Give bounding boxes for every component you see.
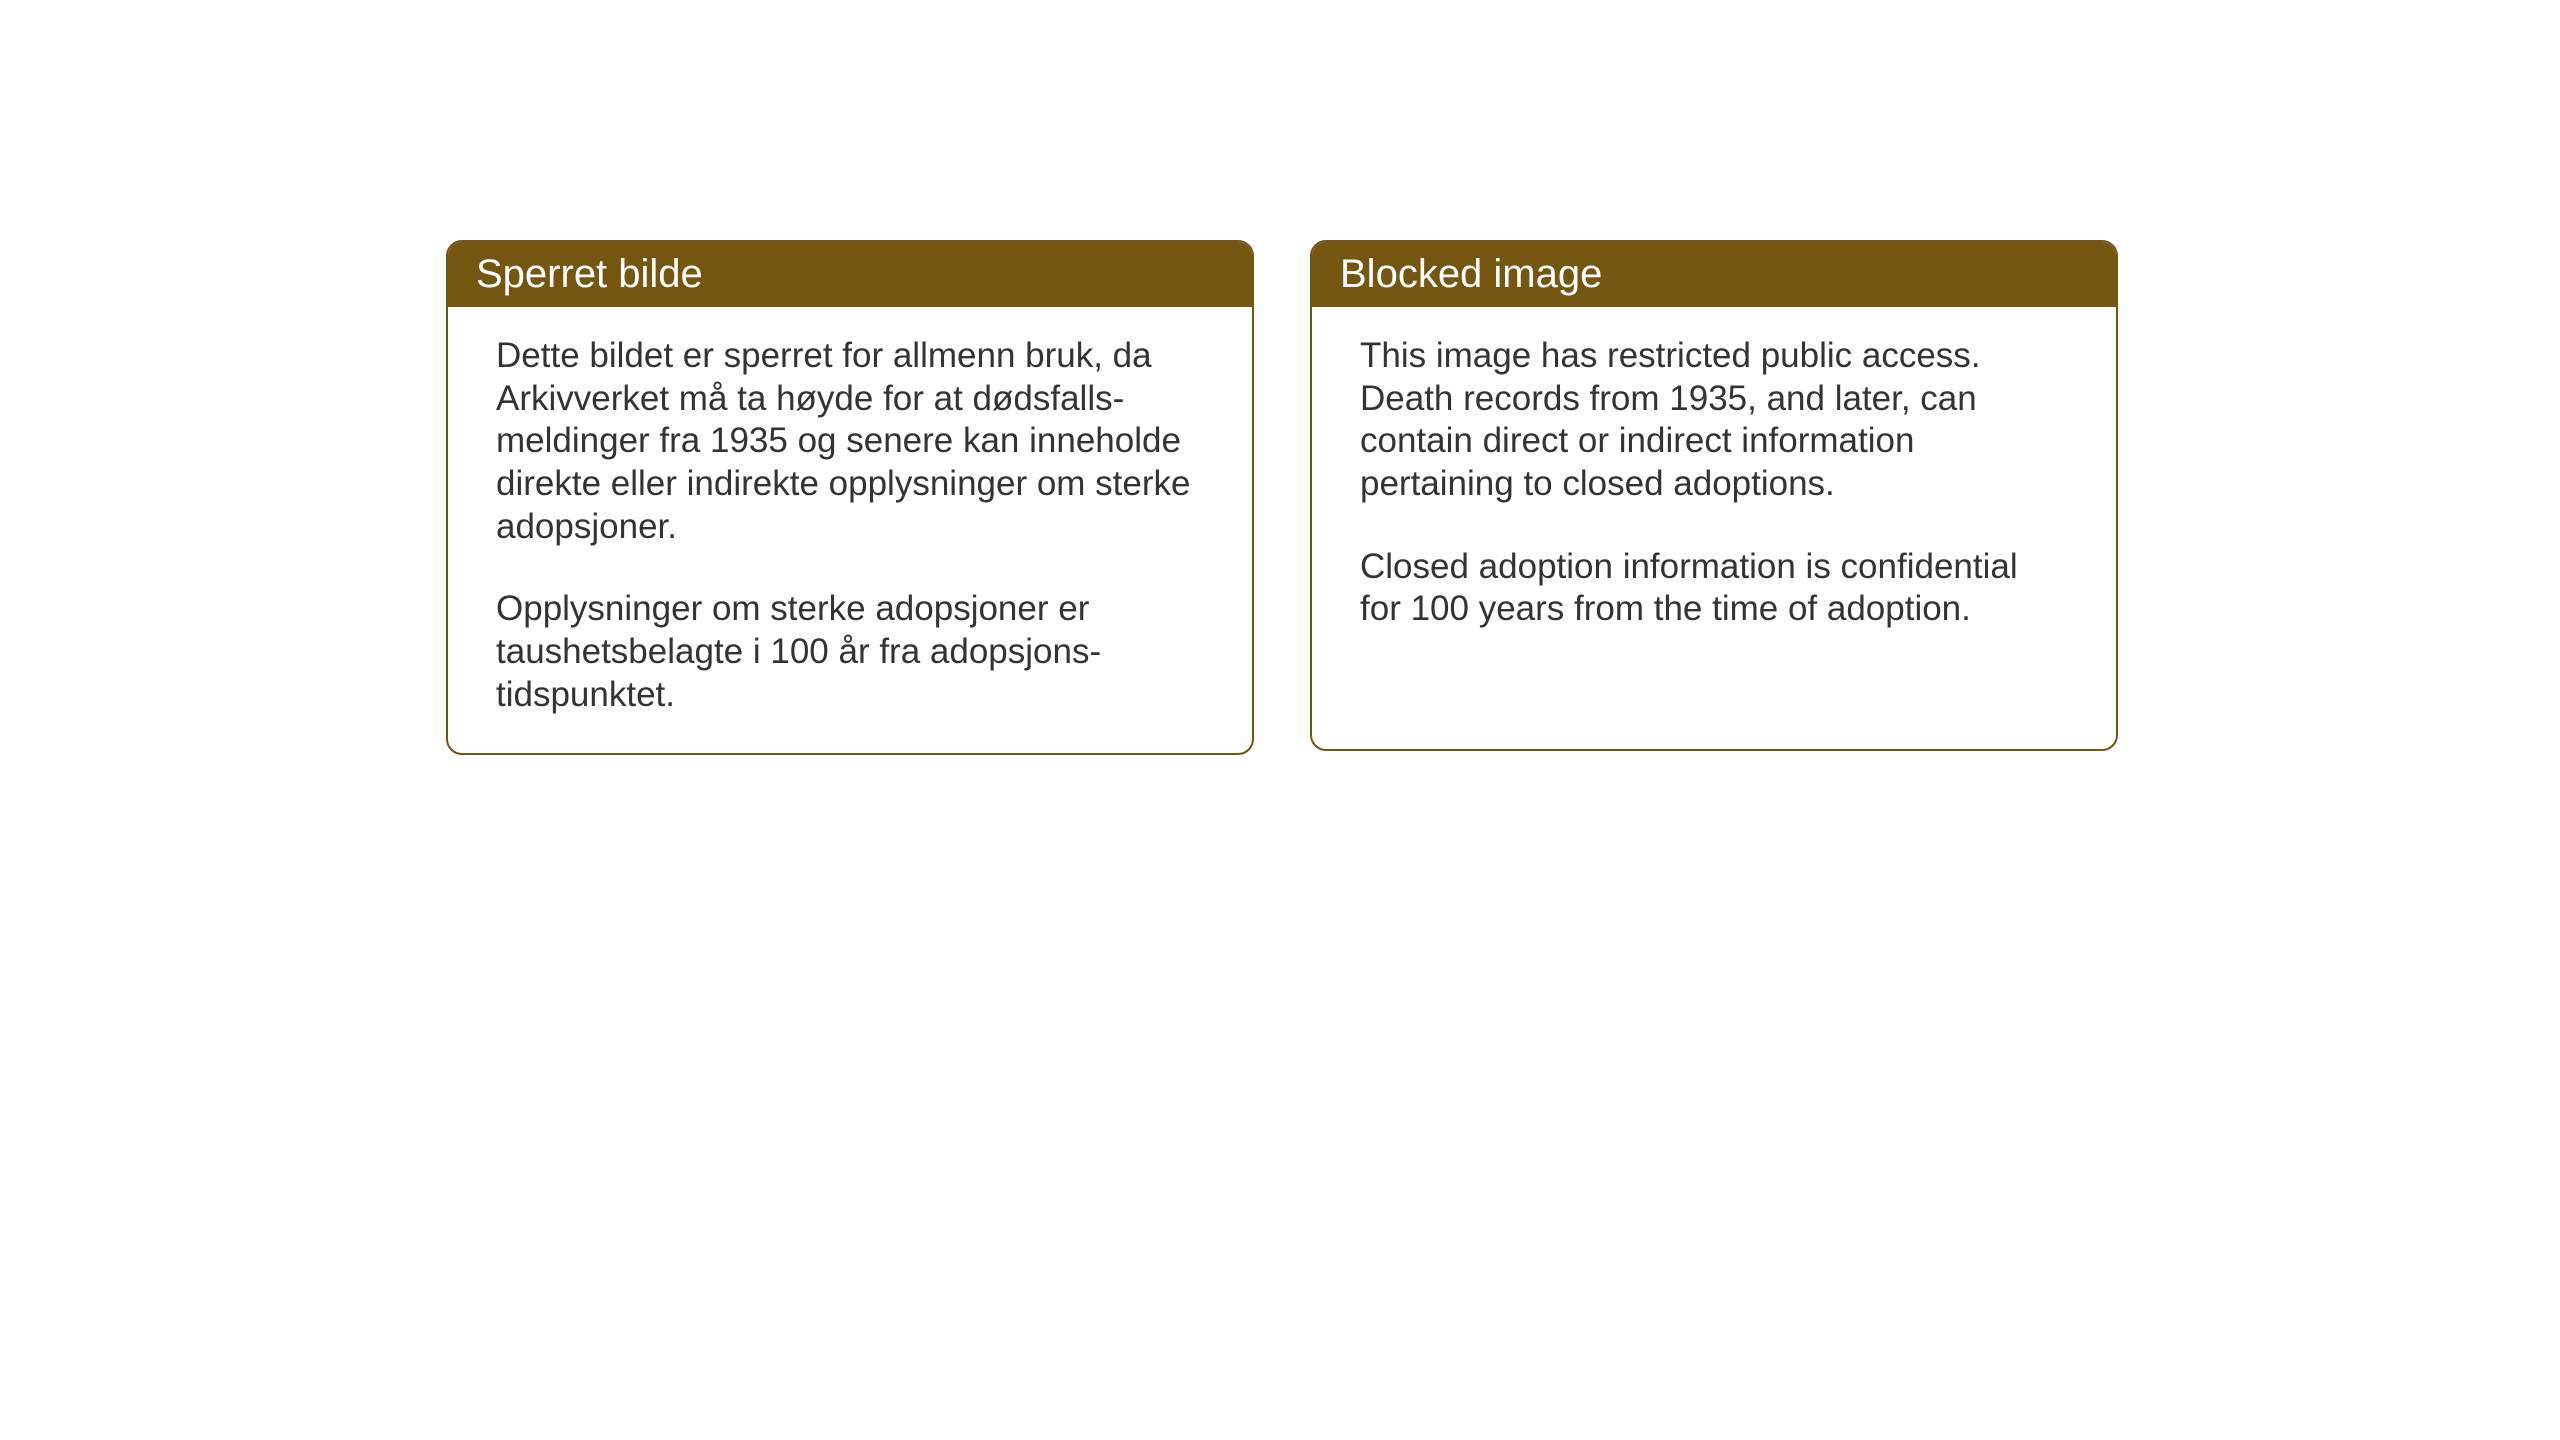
card-paragraph1-english: This image has restricted public access.…	[1360, 335, 2068, 506]
card-body-english: This image has restricted public access.…	[1312, 307, 2116, 667]
notice-card-norwegian: Sperret bilde Dette bildet er sperret fo…	[446, 240, 1254, 755]
card-paragraph2-norwegian: Opplysninger om sterke adopsjoner er tau…	[496, 588, 1204, 716]
card-header-english: Blocked image	[1312, 242, 2116, 307]
notice-card-english: Blocked image This image has restricted …	[1310, 240, 2118, 751]
notice-container: Sperret bilde Dette bildet er sperret fo…	[446, 240, 2118, 755]
card-paragraph2-english: Closed adoption information is confident…	[1360, 546, 2068, 631]
card-body-norwegian: Dette bildet er sperret for allmenn bruk…	[448, 307, 1252, 753]
card-paragraph1-norwegian: Dette bildet er sperret for allmenn bruk…	[496, 335, 1204, 548]
card-title-english: Blocked image	[1340, 252, 1602, 296]
card-header-norwegian: Sperret bilde	[448, 242, 1252, 307]
card-title-norwegian: Sperret bilde	[476, 252, 703, 296]
